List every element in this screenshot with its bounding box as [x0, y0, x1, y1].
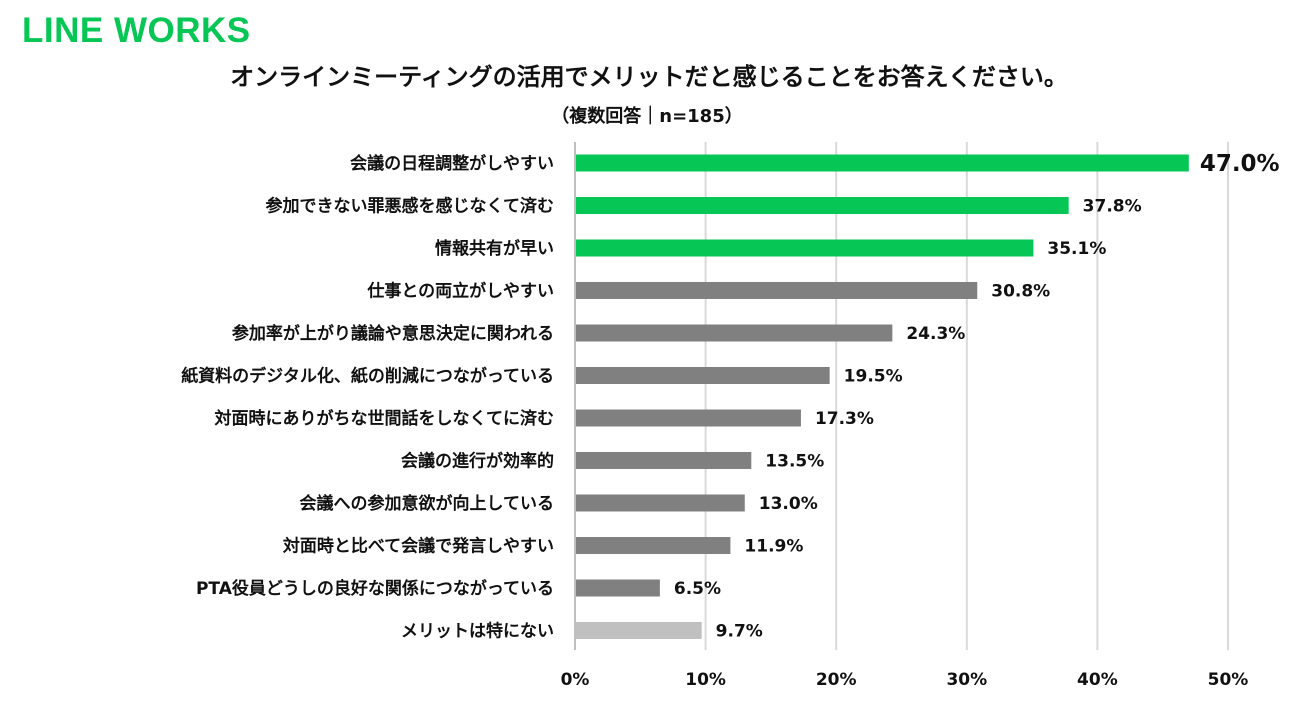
category-labels: 会議の日程調整がしやすい参加できない罪悪感を感じなくて済む情報共有が早い仕事との…: [181, 153, 554, 642]
category-label: 対面時と比べて会議で発言しやすい: [282, 536, 554, 557]
value-label: 30.8%: [991, 282, 1050, 302]
category-label: 対面時にありがちな世間話をしなくてに済む: [214, 408, 555, 429]
value-label: 37.8%: [1083, 197, 1142, 217]
value-label: 35.1%: [1047, 239, 1106, 259]
x-tick-label: 10%: [685, 670, 726, 690]
category-label: 紙資料のデジタル化、紙の削減につながっている: [181, 366, 554, 387]
bar: [576, 494, 745, 512]
bar: [576, 282, 978, 299]
bar: [576, 197, 1069, 214]
bar: [576, 537, 731, 554]
category-label: メリットは特にない: [401, 621, 554, 642]
category-label: 参加率が上がり議論や意思決定に関われる: [232, 323, 554, 344]
chart-subtitle: （複数回答｜n=185）: [551, 106, 743, 127]
category-label: 会議の進行が効率的: [401, 451, 554, 472]
x-axis-tick-labels: 0% 10% 20% 30% 40% 50%: [561, 670, 1249, 690]
value-label: 17.3%: [815, 409, 874, 429]
category-label: PTA役員どうしの良好な関係につながっている: [196, 578, 554, 599]
value-label: 11.9%: [744, 537, 803, 557]
bar: [576, 324, 893, 342]
value-label: 19.5%: [844, 367, 903, 387]
value-label: 47.0%: [1200, 151, 1280, 177]
category-label: 仕事との両立がしやすい: [366, 281, 554, 302]
bars: [576, 154, 1189, 639]
x-tick-label: 30%: [946, 670, 987, 690]
category-label: 参加できない罪悪感を感じなくて済む: [266, 196, 555, 217]
value-label: 24.3%: [906, 324, 965, 344]
chart-title: オンラインミーティングの活用でメリットだと感じることをお答えください。: [230, 63, 1068, 91]
value-label: 13.5%: [765, 452, 824, 472]
x-tick-label: 0%: [561, 670, 590, 690]
value-label: 6.5%: [674, 579, 721, 599]
bar: [576, 452, 752, 469]
category-label: 会議の日程調整がしやすい: [350, 153, 554, 174]
bar: [576, 622, 702, 639]
bar: [576, 579, 660, 597]
value-label: 13.0%: [759, 494, 818, 514]
value-labels: 47.0% 37.8% 35.1% 30.8% 24.3% 19.5% 17.3% 13.5%…: [674, 151, 1280, 642]
bar: [576, 367, 830, 384]
value-label: 9.7%: [716, 622, 763, 642]
x-tick-label: 40%: [1077, 670, 1118, 690]
bar: [576, 239, 1034, 257]
gridlines: [574, 142, 1229, 650]
category-label: 情報共有が早い: [435, 238, 554, 259]
line-works-logo: LINE WORKS: [22, 11, 251, 50]
x-tick-label: 20%: [816, 670, 857, 690]
bar: [576, 409, 801, 427]
category-label: 会議への参加意欲が向上している: [300, 493, 555, 514]
x-tick-label: 50%: [1208, 670, 1249, 690]
bar: [576, 154, 1189, 172]
